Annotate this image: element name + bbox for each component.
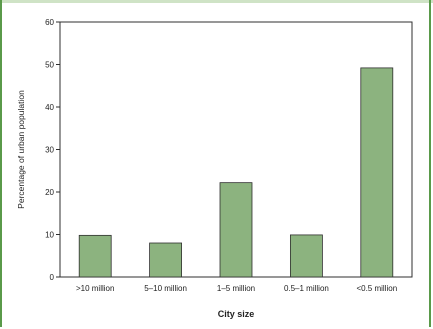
top-strip bbox=[0, 0, 433, 3]
y-tick-label: 20 bbox=[45, 188, 54, 197]
x-axis-labels: >10 million 5–10 million 1–5 million 0.5–1 … bbox=[76, 284, 397, 293]
bar bbox=[78, 234, 112, 278]
bar bbox=[360, 67, 394, 278]
y-axis-title: Percentage of urban population bbox=[16, 90, 26, 209]
y-axis-ticks: 0 10 20 30 40 50 60 bbox=[45, 18, 60, 282]
bar bbox=[149, 242, 183, 278]
x-category-label: >10 million bbox=[76, 284, 114, 293]
x-category-label: 5–10 million bbox=[144, 284, 187, 293]
x-category-label: 1–5 million bbox=[217, 284, 255, 293]
y-tick-label: 60 bbox=[45, 18, 54, 27]
x-category-label: <0.5 million bbox=[356, 284, 397, 293]
y-tick-label: 30 bbox=[45, 146, 54, 155]
bar bbox=[289, 234, 323, 278]
bar bbox=[219, 182, 253, 278]
y-tick-label: 0 bbox=[50, 273, 55, 282]
bars bbox=[78, 67, 394, 278]
y-tick-label: 10 bbox=[45, 231, 54, 240]
x-axis-title: City size bbox=[218, 309, 255, 319]
y-tick-label: 50 bbox=[45, 61, 54, 70]
y-tick-label: 40 bbox=[45, 103, 54, 112]
x-category-label: 0.5–1 million bbox=[284, 284, 329, 293]
